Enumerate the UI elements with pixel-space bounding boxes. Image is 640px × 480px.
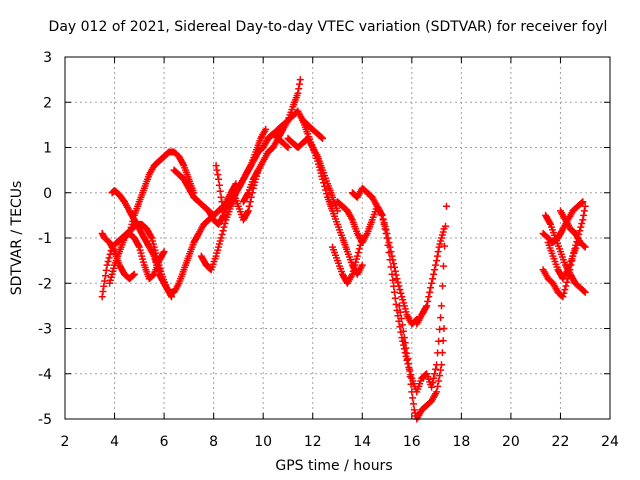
series-t16	[329, 234, 366, 287]
series-markers	[329, 234, 366, 287]
x-tick-label: 4	[110, 434, 119, 450]
y-tick-label: 1	[43, 141, 52, 157]
x-tick-label: 22	[552, 434, 570, 450]
series-t17	[334, 198, 421, 328]
x-tick-label: 8	[209, 434, 218, 450]
x-tick-label: 10	[254, 434, 272, 450]
x-tick-label: 12	[304, 434, 322, 450]
series-t13	[264, 107, 327, 142]
y-tick-label: 3	[43, 50, 52, 66]
x-tick-label: 18	[452, 434, 470, 450]
series-markers	[544, 239, 582, 283]
y-tick-label: -5	[38, 412, 52, 428]
series-markers	[212, 162, 240, 215]
series-t25	[557, 207, 589, 251]
y-tick-label: 2	[43, 95, 52, 111]
plot-frame	[64, 56, 611, 420]
series-t23	[544, 239, 582, 283]
series-markers	[413, 225, 448, 328]
y-tick-label: 0	[43, 186, 52, 202]
y-tick-label: -2	[38, 276, 52, 292]
x-tick-label: 20	[502, 434, 520, 450]
x-tick-label: 14	[353, 434, 371, 450]
series-markers	[348, 184, 450, 396]
x-axis-label: GPS time / hours	[275, 458, 392, 474]
series-markers	[395, 302, 448, 423]
series-t19	[395, 302, 448, 423]
series-markers	[125, 148, 198, 237]
series-markers	[334, 198, 421, 328]
data-series	[98, 76, 589, 423]
y-tick-label: -3	[38, 322, 52, 338]
y-tick-label: -1	[38, 231, 52, 247]
series-t5	[125, 148, 198, 237]
y-axis-label: SDTVAR / TECUs	[9, 181, 25, 296]
x-tick-label: 2	[61, 434, 70, 450]
series-markers	[557, 207, 589, 251]
chart-title: Day 012 of 2021, Sidereal Day-to-day VTE…	[49, 19, 608, 35]
series-markers	[264, 107, 327, 142]
x-tick-label: 6	[160, 434, 169, 450]
series-t18	[348, 184, 450, 396]
x-tick-label: 24	[601, 434, 619, 450]
y-tick-label: -4	[38, 367, 52, 383]
x-tick-label: 16	[403, 434, 421, 450]
series-t10	[212, 162, 240, 215]
series-t20	[413, 225, 448, 328]
